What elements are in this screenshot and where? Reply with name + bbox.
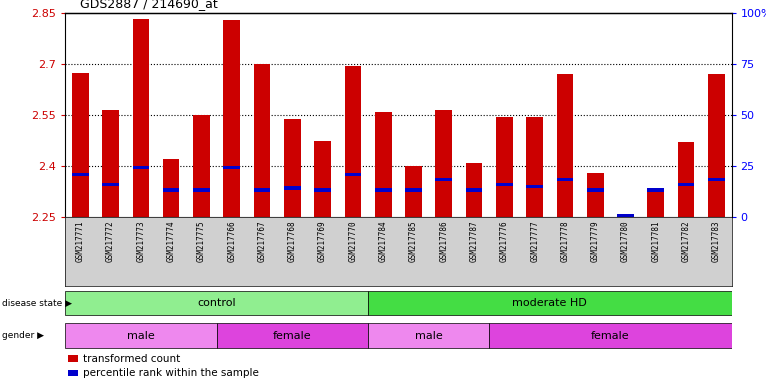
Text: GSM217773: GSM217773: [136, 220, 146, 262]
Text: GSM217786: GSM217786: [439, 220, 448, 262]
Bar: [435, 178, 452, 181]
Text: male: male: [414, 331, 443, 341]
Text: GSM217771: GSM217771: [76, 220, 85, 262]
Bar: [284, 187, 300, 190]
Bar: [217, 323, 368, 348]
Bar: [133, 166, 149, 169]
Text: disease state ▶: disease state ▶: [2, 298, 71, 308]
Bar: [557, 178, 573, 181]
Bar: [193, 188, 210, 192]
Bar: [708, 178, 725, 181]
Bar: [489, 323, 732, 348]
Text: control: control: [198, 298, 236, 308]
Bar: [224, 166, 240, 169]
Text: GSM217774: GSM217774: [167, 220, 175, 262]
Bar: [163, 188, 179, 192]
Bar: [405, 166, 422, 217]
Text: GSM217778: GSM217778: [561, 220, 569, 262]
Bar: [68, 369, 78, 376]
Bar: [284, 119, 300, 217]
Text: female: female: [273, 331, 312, 341]
Bar: [193, 115, 210, 217]
Bar: [345, 66, 362, 217]
Bar: [375, 112, 391, 217]
Bar: [254, 64, 270, 217]
Bar: [254, 188, 270, 192]
Bar: [617, 215, 633, 217]
Bar: [617, 214, 633, 217]
Bar: [496, 183, 512, 187]
Text: female: female: [591, 331, 630, 341]
Bar: [435, 110, 452, 217]
Bar: [314, 141, 331, 217]
Bar: [224, 20, 240, 217]
Text: GSM217767: GSM217767: [257, 220, 267, 262]
Text: GSM217768: GSM217768: [288, 220, 296, 262]
Text: transformed count: transformed count: [83, 354, 181, 364]
Bar: [526, 117, 543, 217]
Bar: [133, 18, 149, 217]
Text: GSM217772: GSM217772: [106, 220, 115, 262]
Bar: [708, 74, 725, 217]
Bar: [314, 188, 331, 192]
Bar: [587, 188, 604, 192]
Bar: [647, 190, 664, 217]
Text: GDS2887 / 214690_at: GDS2887 / 214690_at: [80, 0, 218, 10]
Text: GSM217776: GSM217776: [500, 220, 509, 262]
Bar: [375, 188, 391, 192]
Text: GSM217766: GSM217766: [228, 220, 236, 262]
Text: GSM217784: GSM217784: [378, 220, 388, 262]
Bar: [163, 159, 179, 217]
Bar: [72, 73, 89, 217]
Text: GSM217775: GSM217775: [197, 220, 206, 262]
Bar: [678, 183, 695, 187]
Bar: [647, 188, 664, 192]
Text: GSM217770: GSM217770: [349, 220, 358, 262]
Bar: [72, 173, 89, 176]
Bar: [368, 323, 489, 348]
Bar: [368, 291, 732, 315]
Bar: [678, 142, 695, 217]
Text: GSM217785: GSM217785: [409, 220, 418, 262]
Text: gender ▶: gender ▶: [2, 331, 44, 340]
Bar: [65, 291, 368, 315]
Text: GSM217780: GSM217780: [621, 220, 630, 262]
Text: GSM217779: GSM217779: [591, 220, 600, 262]
Text: GSM217781: GSM217781: [651, 220, 660, 262]
Text: male: male: [127, 331, 155, 341]
Bar: [466, 163, 483, 217]
Bar: [496, 117, 512, 217]
Text: GSM217787: GSM217787: [470, 220, 479, 262]
Bar: [587, 173, 604, 217]
Text: moderate HD: moderate HD: [512, 298, 588, 308]
Text: GSM217783: GSM217783: [712, 220, 721, 262]
Bar: [466, 188, 483, 192]
Text: GSM217782: GSM217782: [682, 220, 691, 262]
Text: GSM217769: GSM217769: [318, 220, 327, 262]
Bar: [102, 183, 119, 187]
Bar: [405, 188, 422, 192]
Bar: [102, 110, 119, 217]
Bar: [68, 355, 78, 362]
Bar: [557, 74, 573, 217]
Text: percentile rank within the sample: percentile rank within the sample: [83, 368, 260, 378]
Text: GSM217777: GSM217777: [530, 220, 539, 262]
Bar: [526, 185, 543, 188]
Bar: [345, 173, 362, 176]
Bar: [65, 323, 217, 348]
